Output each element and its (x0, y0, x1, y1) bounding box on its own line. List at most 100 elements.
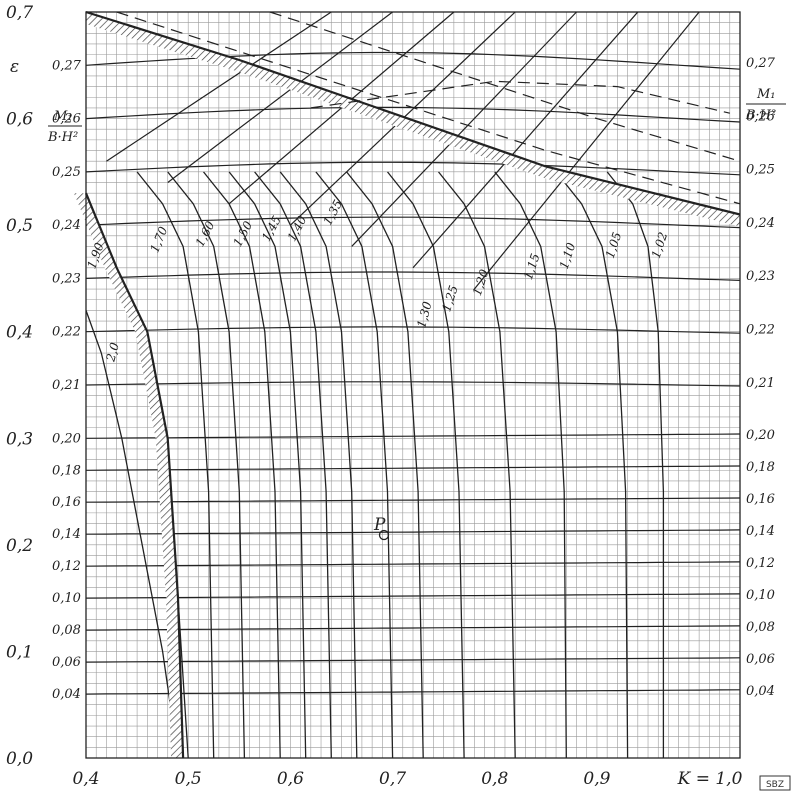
moment-tick-right: 0,20 (746, 428, 775, 443)
moment-tick-right: 0,26 (746, 109, 775, 124)
epsilon-tick-label: 0,2 (6, 536, 33, 556)
moment-line (85, 326, 741, 334)
moment-tick-left: 0,04 (52, 687, 81, 702)
moment-tick-right: 0,22 (746, 323, 775, 338)
k-curve-label: 1,30 (414, 300, 435, 330)
moment-line (85, 433, 741, 439)
k-curve-upper (167, 11, 393, 183)
moment-line (85, 689, 741, 695)
epsilon-tick-label: 0,0 (6, 749, 33, 769)
moment-tick-left: 0,22 (52, 325, 81, 340)
moment-tick-right: 0,24 (746, 216, 775, 231)
k-curve (555, 171, 629, 759)
epsilon-tick-label: 0,5 (6, 216, 33, 236)
moment-label-bottom-left: B·H² (47, 130, 78, 145)
point-p-label: P (373, 515, 386, 535)
moment-tick-right: 0,25 (746, 163, 775, 178)
moment-tick-right: 0,18 (746, 460, 775, 475)
k-curve (279, 171, 358, 759)
moment-tick-right: 0,10 (746, 588, 775, 603)
epsilon-symbol: ε (10, 57, 19, 77)
k-curve (494, 171, 567, 759)
moment-tick-left: 0,10 (52, 591, 81, 606)
moment-left-labels: 0,04 0,06 0,08 0,10 0,12 0,14 0,16 0,18 0,20 0,21… (52, 58, 82, 702)
k-curve-upper (412, 11, 639, 269)
point-p-marker (378, 529, 390, 541)
dashed-curve (310, 80, 730, 114)
epsilon-tick-label: 0,6 (6, 110, 33, 130)
moment-tick-left: 0,12 (52, 559, 81, 574)
hatch-band-left (74, 193, 184, 758)
sbz-stamp-box (759, 775, 791, 791)
k-curve-label: 1,05 (603, 230, 625, 260)
k-curve (136, 171, 215, 759)
k-tick-label: 0,7 (379, 769, 406, 789)
moment-tick-right: 0,06 (746, 652, 775, 667)
k-curve-label: 1,70 (147, 224, 170, 254)
moment-tick-left: 0,14 (52, 527, 81, 542)
k-curve (254, 171, 332, 759)
moment-tick-left: 0,24 (52, 218, 81, 233)
k-curve-upper (228, 11, 455, 205)
k-curve-label: 1,60 (193, 219, 218, 249)
epsilon-tick-label: 0,7 (6, 3, 33, 23)
k-tick-labels: 0,4 0,5 0,6 0,7 0,8 0,9 (72, 769, 610, 789)
moment-line (85, 625, 741, 631)
k-curve-label: 1,10 (557, 241, 579, 271)
moment-label-bottom-right: B·H² (745, 108, 776, 123)
moment-tick-left: 0,20 (52, 431, 81, 446)
k-tick-label: 0,8 (481, 769, 508, 789)
k-curve (228, 171, 307, 759)
moment-line (85, 497, 741, 503)
epsilon-tick-labels: 0,0 0,1 0,2 0,3 0,4 0,5 0,6 0,7 (6, 3, 33, 769)
k-curve (315, 171, 394, 759)
moment-tick-left: 0,06 (52, 655, 81, 670)
moment-tick-left: 0,23 (52, 271, 81, 286)
moment-tick-left: 0,08 (52, 623, 81, 638)
epsilon-tick-label: 0,1 (6, 642, 33, 662)
moment-right-labels: 0,04 0,06 0,08 0,10 0,12 0,14 0,16 0,18 0,20 0,21… (746, 56, 776, 699)
moment-tick-left: 0,26 (52, 112, 81, 127)
moment-tick-right: 0,08 (746, 620, 775, 635)
moment-line (85, 271, 741, 281)
moment-line (85, 529, 741, 535)
k-curve-label: 2,0 (103, 341, 122, 364)
plot-frame (85, 11, 741, 759)
x-axis-label: K = 1,0 (677, 769, 743, 789)
moment-tick-left: 0,21 (52, 378, 81, 393)
dashed-curve (269, 11, 741, 162)
sbz-stamp: SBZ (766, 780, 784, 790)
moment-line (85, 381, 741, 387)
k-curve (85, 310, 179, 759)
k-curve (202, 171, 281, 759)
grid (86, 12, 740, 758)
k-curve-label: 1,25 (439, 284, 461, 314)
k-curve (437, 171, 516, 759)
moment-lines (85, 51, 741, 695)
k-curve (386, 171, 465, 759)
hatched-limit-bands (74, 10, 741, 759)
k-curve-label: 1,15 (521, 252, 543, 282)
moment-label-top-right: M₁ (756, 87, 776, 102)
moment-tick-right: 0,12 (746, 556, 775, 571)
moment-line (85, 657, 741, 663)
moment-tick-right: 0,04 (746, 684, 775, 699)
epsilon-tick-label: 0,3 (6, 429, 33, 449)
limit-curve-left (84, 192, 185, 759)
moment-tick-left: 0,25 (52, 165, 81, 180)
k-curve-upper (106, 11, 332, 162)
moment-tick-right: 0,21 (746, 376, 775, 391)
moment-line (85, 161, 741, 176)
hatch-band-top (86, 12, 740, 227)
moment-line (85, 51, 741, 70)
moment-line (85, 593, 741, 599)
moment-tick-left: 0,27 (52, 58, 82, 73)
moment-tick-right: 0,27 (746, 56, 776, 71)
moment-tick-right: 0,14 (746, 524, 775, 539)
k-curve-label: 1,50 (230, 219, 255, 249)
k-curve-label: 1,02 (649, 230, 671, 260)
k-curve (167, 171, 246, 759)
k-curve-upper (351, 11, 577, 247)
moment-label-top-left: M₁ (53, 109, 73, 124)
